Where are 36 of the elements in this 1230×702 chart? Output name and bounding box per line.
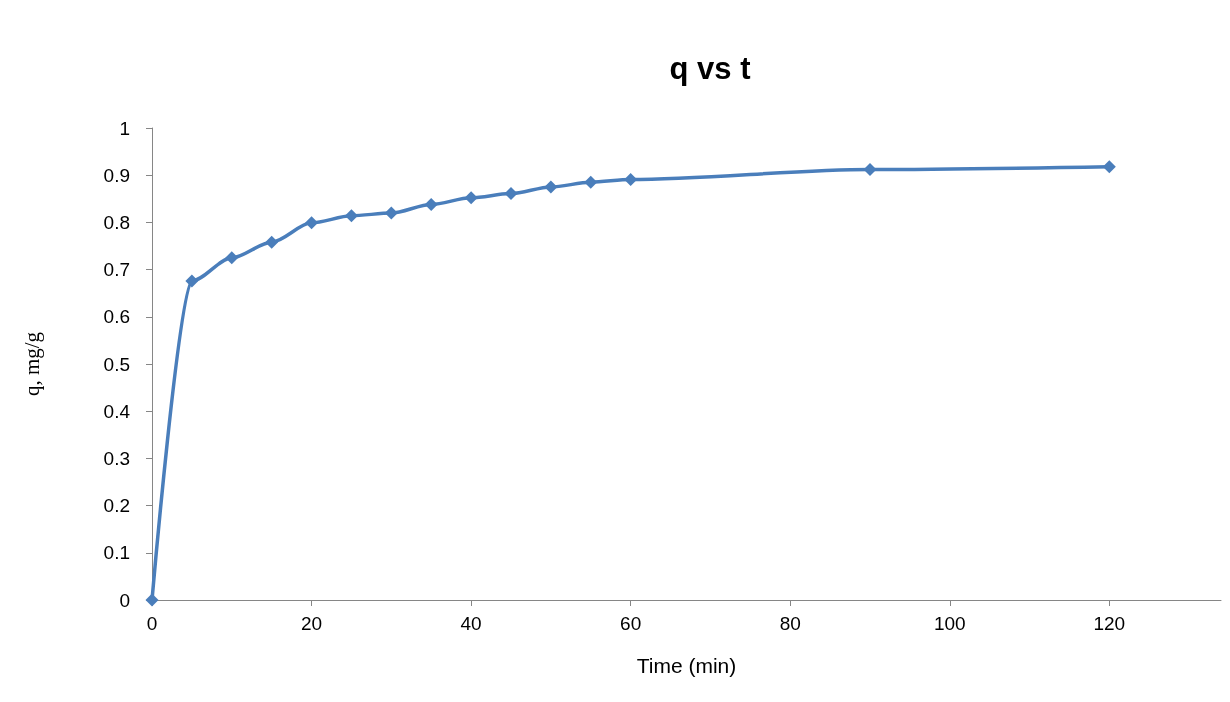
- point: [1102, 160, 1116, 174]
- y-tick-label: 0.2: [103, 495, 130, 517]
- point: [384, 206, 398, 220]
- point: [544, 180, 558, 194]
- x-tick-label: 80: [779, 613, 801, 634]
- point: [185, 274, 199, 288]
- point: [624, 172, 638, 186]
- x-tick-label: 120: [1093, 613, 1126, 634]
- y-tick-label: 0.6: [103, 306, 130, 328]
- point: [504, 187, 518, 201]
- x-tick-label: 60: [620, 613, 642, 634]
- y-tick-label: 0.9: [103, 164, 130, 186]
- point: [305, 216, 319, 230]
- y-tick-label: 0.1: [103, 542, 130, 564]
- y-tick-label: 0: [119, 589, 130, 611]
- point: [344, 209, 358, 223]
- y-tick-label: 0.3: [103, 447, 130, 469]
- y-tick-label: 1: [119, 117, 130, 139]
- x-tick-label: 40: [460, 613, 482, 634]
- y-tick-label: 0.4: [103, 400, 131, 422]
- x-tick-label: 100: [933, 613, 966, 634]
- point: [265, 235, 279, 249]
- y-tick-label: 0.5: [103, 353, 130, 375]
- chart-title: q vs t: [669, 51, 751, 86]
- x-axis-title: Time (min): [636, 654, 737, 677]
- point: [464, 191, 478, 205]
- y-tick-label: 0.7: [103, 259, 130, 281]
- point: [863, 163, 877, 177]
- y-axis-title: q, mg/g: [19, 331, 44, 397]
- point: [584, 175, 598, 189]
- point: [145, 593, 159, 607]
- point: [424, 197, 438, 211]
- x-tick-label: 20: [300, 613, 323, 634]
- x-tick-label: 0: [146, 613, 158, 634]
- y-tick-label: 0.8: [103, 211, 130, 233]
- point: [225, 251, 239, 265]
